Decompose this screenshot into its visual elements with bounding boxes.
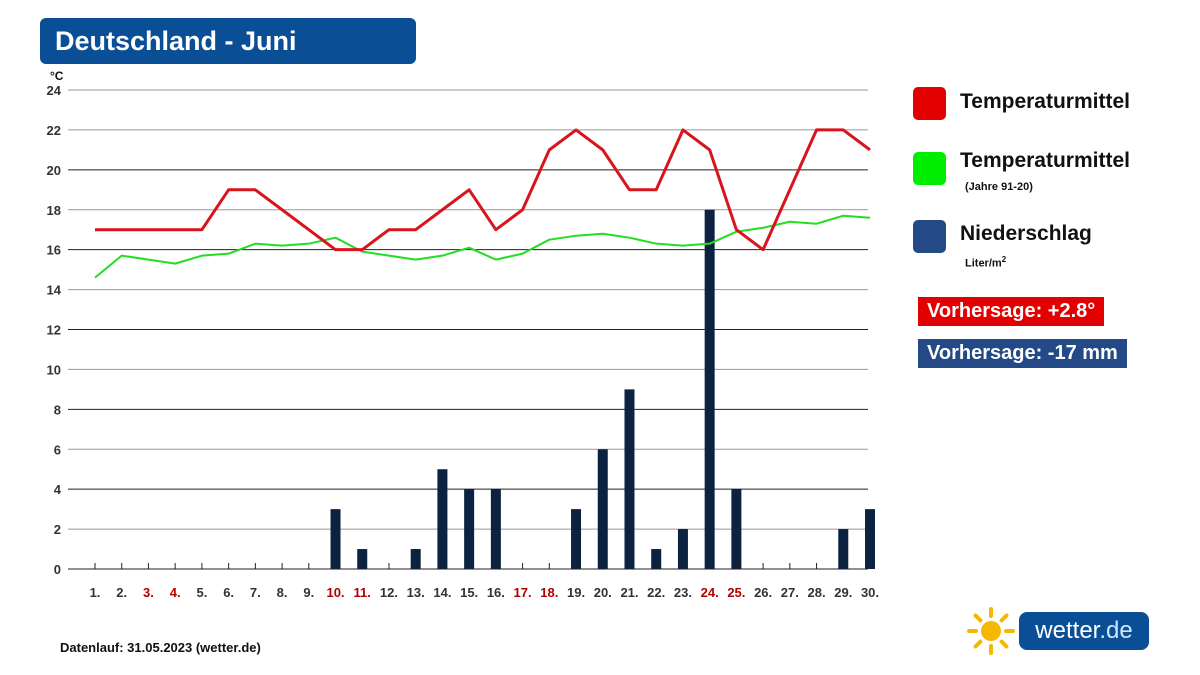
y-tick-label: 4 [54,482,62,497]
y-tick-label: 16 [47,243,61,258]
data-run-footer: Datenlauf: 31.05.2023 (wetter.de) [60,640,261,655]
y-tick-label: 2 [54,522,61,537]
x-tick-label: 14. [433,585,451,600]
x-tick-label: 28. [808,585,826,600]
sun-icon [967,607,1015,655]
forecast-temperature-badge: Vorhersage: +2.8° [918,297,1105,326]
x-tick-label: 29. [834,585,852,600]
y-tick-label: 8 [54,402,61,417]
y-tick-label: 20 [47,163,61,178]
x-tick-label: 6. [223,585,234,600]
x-tick-label: 23. [674,585,692,600]
legend-label: Temperaturmittel [960,149,1130,172]
grid-lines [68,89,868,570]
y-tick-label: 14 [47,283,62,298]
precipitation-bar [704,209,715,569]
x-tick-label: 16. [487,585,505,600]
legend-swatch-blue [913,220,946,253]
precipitation-bar [838,529,849,569]
x-tick-label: 1. [90,585,101,600]
temperature-lines [94,128,871,279]
y-tick-label: 12 [47,323,61,338]
x-tick-label: 19. [567,585,585,600]
precipitation-bar [330,509,341,569]
legend-sublabel: (Jahre 91-20) [965,181,1033,193]
x-tick-label: 8. [277,585,288,600]
precipitation-bar [865,509,875,569]
x-tick-label: 13. [407,585,425,600]
x-tick-label: 5. [196,585,207,600]
precipitation-bar [437,469,448,569]
y-tick-label: 22 [47,123,61,138]
y-tick-label: 0 [54,562,61,577]
x-tick-label: 9. [303,585,314,600]
precipitation-bar [597,449,608,569]
precipitation-bar [490,489,501,569]
x-tick-label: 27. [781,585,799,600]
x-tick-label: 30. [861,585,879,600]
page-title: Deutschland - Juni [55,26,297,56]
precipitation-bar [731,489,742,569]
x-tick-label: 21. [620,585,638,600]
logo-tld: .de [1099,617,1133,644]
x-tick-label: 26. [754,585,772,600]
title-banner: Deutschland - Juni [40,18,416,64]
x-tick-label: 18. [540,585,558,600]
x-tick-label: 3. [143,585,154,600]
x-tick-label: 2. [116,585,127,600]
unit-text: Liter/m [965,257,1002,270]
precipitation-bar [357,549,368,569]
x-tick-label: 22. [647,585,665,600]
x-tick-label: 10. [326,585,344,600]
logo-wordmark: wetter.de [1019,612,1149,650]
y-unit-label: °C [50,69,64,83]
wetter-de-logo: wetter.de [965,606,1155,656]
precipitation-bar [464,489,475,569]
x-tick-label: 15. [460,585,478,600]
precipitation-bar [651,549,662,569]
x-tick-label: 17. [514,585,532,600]
series-line [94,214,871,279]
x-tick-label: 4. [170,585,181,600]
unit-superscript: 2 [1001,255,1007,264]
legend-label: Niederschlag [960,222,1092,245]
precipitation-bars [94,209,875,569]
precipitation-bar [410,549,421,569]
y-tick-label: 24 [47,83,62,98]
x-tick-label: 25. [727,585,745,600]
legend-swatch-red [913,87,946,120]
x-tick-label: 20. [594,585,612,600]
legend-swatch-green [913,152,946,185]
x-tick-label: 7. [250,585,261,600]
series-line [95,128,871,252]
forecast-precipitation-badge: Vorhersage: -17 mm [918,339,1127,368]
y-tick-label: 18 [47,203,61,218]
precipitation-bar [571,509,582,569]
x-tick-labels: 1. 2. 3. 4. 5. 6. 7. 8. 9. 10. 11. 12. 13. 14. 15. 16. 1… [90,585,879,600]
precipitation-bar [624,389,635,569]
y-tick-label: 6 [54,442,61,457]
y-tick-label: 10 [47,362,61,377]
x-tick-label: 24. [701,585,719,600]
legend-sublabel: Liter/m2 [965,255,1006,270]
legend-label: Temperaturmittel [960,90,1130,113]
precipitation-bar [677,529,688,569]
x-tick-label: 11. [354,585,371,600]
logo-name: wetter [1035,617,1100,644]
x-tick-label: 12. [380,585,398,600]
